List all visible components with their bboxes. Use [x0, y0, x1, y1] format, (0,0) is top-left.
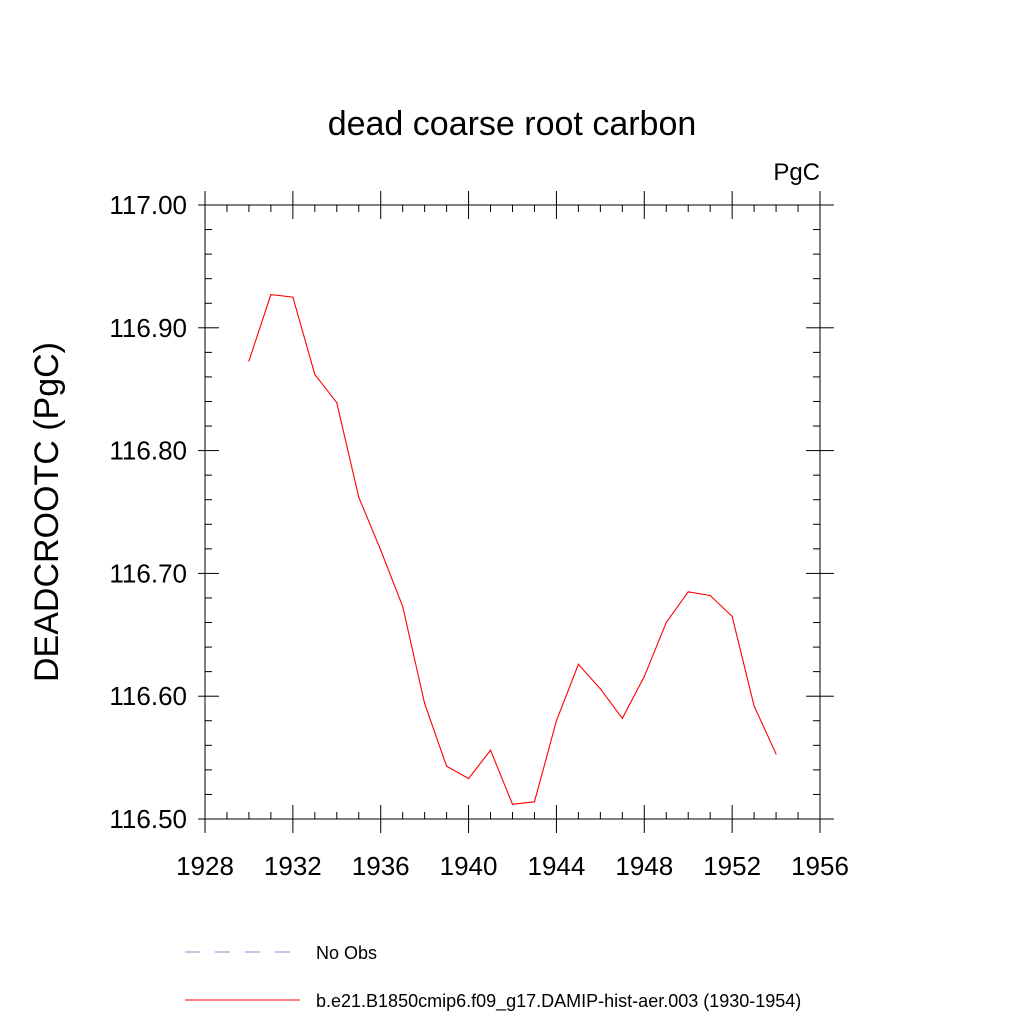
y-axis-label: DEADCROOTC (PgC): [28, 342, 66, 682]
x-tick-label: 1952: [703, 851, 761, 881]
data-point: [753, 705, 755, 707]
data-point: [489, 749, 492, 751]
data-point: [555, 720, 558, 722]
data-point: [446, 765, 448, 767]
plot-frame: [204, 204, 821, 820]
y-axis-ticks: 116.50 116.60 116.70 116.80 116.90 117.00: [109, 190, 834, 834]
series-layer: [248, 294, 777, 805]
data-point: [380, 549, 382, 551]
data-point: [665, 621, 667, 624]
x-tick-label: 1956: [791, 851, 849, 881]
data-point: [621, 717, 623, 719]
x-axis-ticks: 1928 1932 1936 1940 1944 1948 1952 1956: [176, 191, 849, 881]
y-tick-label: 116.60: [109, 681, 187, 711]
data-point: [709, 594, 711, 597]
x-tick-label: 1928: [176, 851, 234, 881]
data-point: [599, 688, 601, 690]
data-point: [643, 675, 645, 678]
units-label: PgC: [773, 159, 820, 186]
y-tick-label: 116.80: [109, 436, 187, 466]
data-point: [402, 605, 404, 608]
x-tick-label: 1932: [264, 851, 322, 881]
data-point: [533, 801, 536, 803]
data-point: [314, 373, 316, 376]
data-point: [424, 702, 426, 705]
data-point: [336, 402, 338, 404]
y-tick-label: 116.70: [109, 558, 187, 588]
y-tick-label: 116.90: [109, 313, 187, 343]
chart-title: dead coarse root carbon: [328, 105, 697, 143]
data-point: [292, 296, 294, 298]
x-tick-label: 1936: [352, 851, 410, 881]
x-tick-label: 1944: [528, 851, 586, 881]
series-line-1: [248, 294, 777, 805]
legend-label-model: b.e21.B1850cmip6.f09_g17.DAMIP-hist-aer.…: [316, 991, 801, 1012]
y-tick-label: 116.50: [109, 804, 187, 834]
data-point: [270, 294, 272, 296]
data-point: [358, 496, 360, 498]
x-tick-label: 1948: [615, 851, 673, 881]
data-point: [687, 591, 689, 593]
data-point: [248, 360, 250, 362]
data-point: [467, 777, 470, 780]
data-point: [775, 753, 777, 755]
legend-label-no-obs: No Obs: [316, 943, 377, 963]
legend: No Obs b.e21.B1850cmip6.f09_g17.DAMIP-hi…: [185, 943, 801, 1012]
x-tick-label: 1940: [440, 851, 498, 881]
data-point: [731, 615, 733, 617]
data-point: [511, 803, 514, 805]
data-point: [577, 663, 579, 665]
y-tick-label: 117.00: [109, 190, 187, 220]
